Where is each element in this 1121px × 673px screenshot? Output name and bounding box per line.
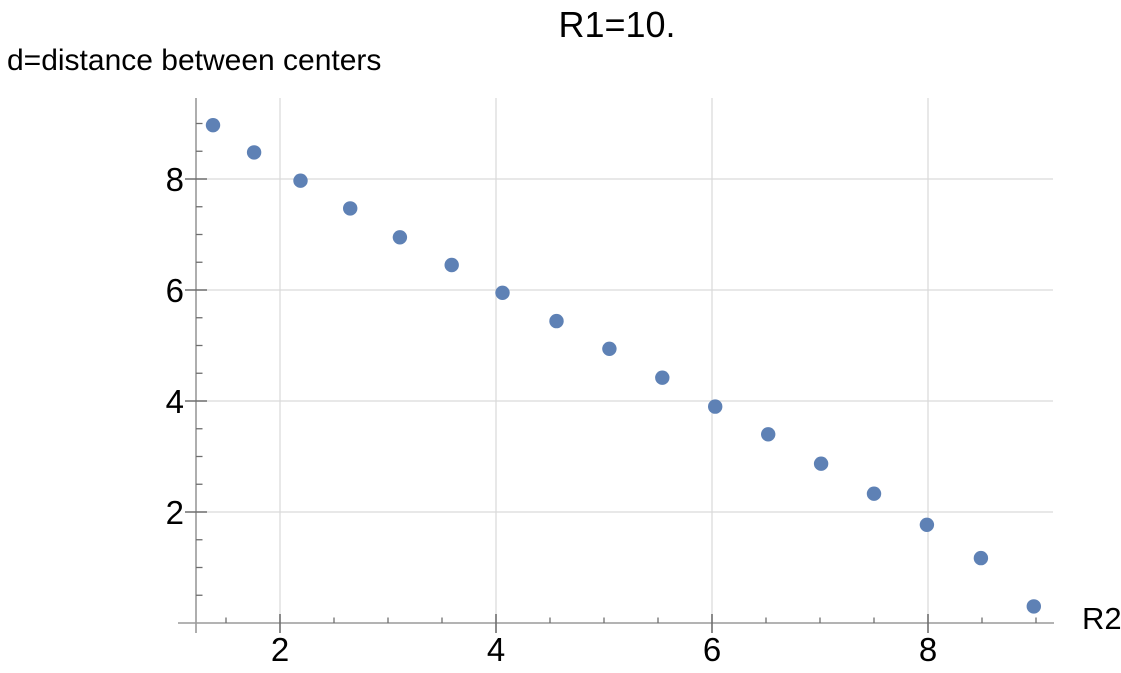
data-point	[919, 517, 935, 532]
y-tick-label: 6	[166, 272, 184, 309]
data-point	[549, 313, 564, 329]
data-point	[866, 486, 882, 501]
y-tick-label: 2	[166, 494, 184, 531]
y-axis-label: d=distance between centers	[7, 44, 382, 77]
data-point	[444, 257, 459, 273]
data-point	[813, 456, 829, 471]
data-point	[1026, 599, 1042, 614]
plot-title: R1=10.	[558, 4, 676, 45]
data-point	[655, 370, 670, 385]
data-point	[343, 201, 358, 216]
y-tick-label: 8	[166, 161, 184, 198]
x-tick-label: 8	[919, 631, 937, 668]
data-point	[246, 145, 262, 160]
x-tick-label: 6	[703, 631, 721, 668]
y-tick-label: 4	[166, 383, 184, 420]
data-point	[205, 118, 221, 133]
x-tick-label: 4	[487, 631, 505, 668]
data-point	[392, 230, 408, 245]
x-axis-label: R2	[1082, 601, 1121, 636]
data-point	[761, 427, 776, 442]
x-tick-label: 2	[271, 631, 289, 668]
data-point	[708, 399, 723, 414]
data-point	[602, 341, 617, 356]
data-point	[973, 550, 989, 566]
data-point	[293, 173, 308, 188]
data-point	[495, 285, 510, 300]
